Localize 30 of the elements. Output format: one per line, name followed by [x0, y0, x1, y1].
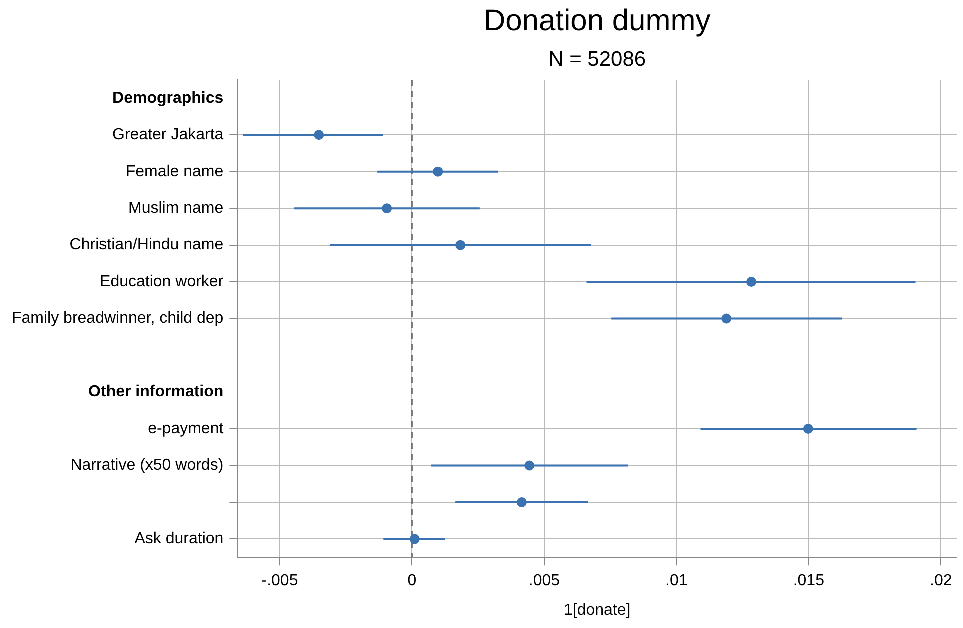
y-tick-label: Ask duration — [134, 530, 224, 548]
point — [722, 314, 732, 324]
y-tick-label: Narrative (x50 words) — [70, 457, 224, 474]
x-tick-label: .01 — [666, 572, 688, 590]
x-axis-title: 1[donate] — [564, 602, 631, 619]
chart-title: Donation dummy — [484, 4, 711, 38]
chart-subtitle: N = 52086 — [548, 48, 646, 71]
y-tick-label: e-payment — [148, 420, 224, 438]
y-tick-label: Education worker — [100, 273, 224, 290]
y-tick-label: Other information — [88, 384, 224, 401]
y-tick-label: Muslim name — [128, 200, 224, 217]
point — [746, 277, 757, 288]
x-tick-label: -.005 — [262, 572, 298, 590]
y-tick-label: Christian/Hindu name — [70, 236, 224, 254]
x-tick-label: .015 — [793, 572, 825, 590]
point — [382, 204, 392, 214]
y-tick-label: Greater Jakarta — [112, 126, 224, 144]
y-tick-label: Female name — [126, 163, 224, 180]
point — [524, 460, 535, 471]
point — [516, 497, 527, 508]
x-tick-label: .02 — [930, 572, 952, 590]
y-tick-label: Family breadwinner, child dep — [12, 310, 224, 328]
point — [803, 424, 814, 434]
point — [456, 240, 466, 250]
y-tick-label: Demographics — [112, 90, 224, 107]
point — [433, 166, 444, 177]
x-tick-label: .005 — [528, 572, 560, 590]
point — [314, 130, 324, 140]
x-tick-label: 0 — [408, 572, 417, 590]
point — [410, 534, 420, 544]
